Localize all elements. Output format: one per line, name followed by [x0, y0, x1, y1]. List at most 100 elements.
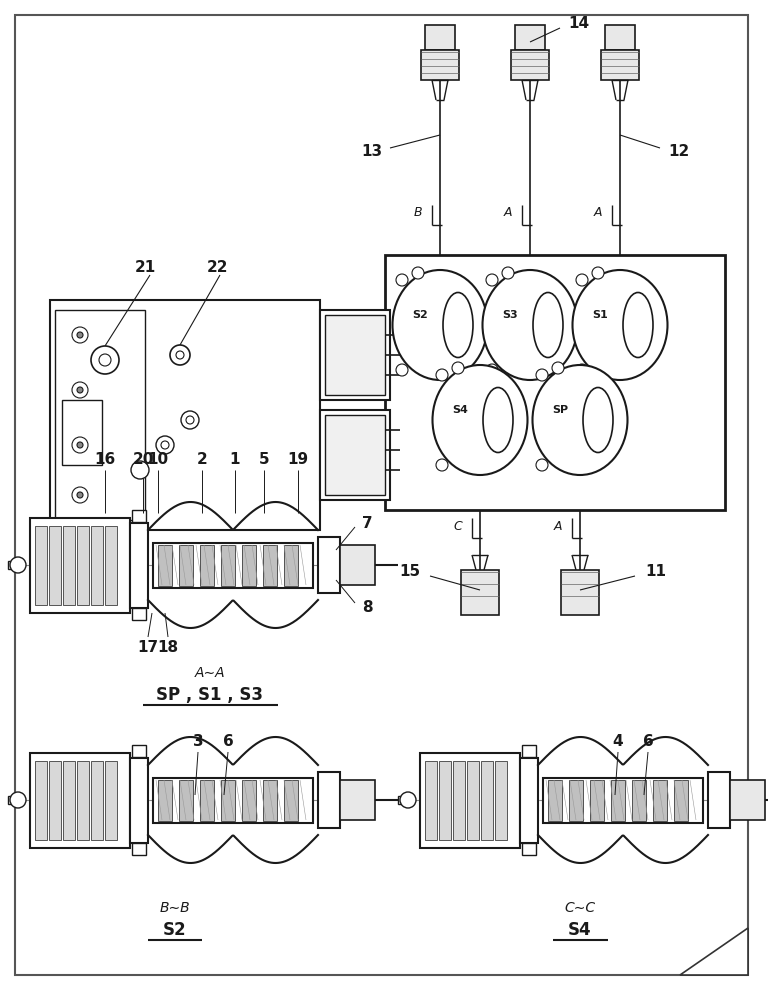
Bar: [511, 50, 549, 80]
Bar: [325, 315, 385, 395]
Bar: [492, 400, 504, 440]
Text: 18: 18: [157, 640, 179, 654]
Bar: [200, 780, 214, 821]
Bar: [592, 400, 604, 440]
Circle shape: [536, 459, 548, 471]
Bar: [569, 780, 583, 821]
Bar: [49, 761, 61, 840]
Bar: [221, 545, 235, 586]
Bar: [242, 780, 256, 821]
Bar: [439, 761, 451, 840]
Text: S2: S2: [412, 310, 428, 320]
Circle shape: [176, 351, 184, 359]
Circle shape: [91, 346, 119, 374]
Bar: [263, 780, 277, 821]
Circle shape: [72, 487, 88, 503]
Text: S4: S4: [568, 921, 592, 939]
Bar: [542, 305, 554, 345]
Bar: [50, 300, 320, 530]
Circle shape: [170, 345, 190, 365]
Text: 19: 19: [287, 452, 309, 468]
Bar: [263, 545, 277, 586]
Circle shape: [552, 362, 564, 374]
Bar: [221, 780, 235, 821]
Text: 6: 6: [223, 734, 233, 750]
Bar: [515, 25, 545, 50]
Bar: [653, 780, 667, 821]
Bar: [561, 570, 599, 615]
Bar: [77, 761, 89, 840]
Text: 16: 16: [94, 452, 116, 468]
Text: 15: 15: [399, 564, 420, 580]
Circle shape: [99, 354, 111, 366]
Bar: [453, 761, 465, 840]
Text: SP: SP: [552, 405, 568, 415]
Text: 7: 7: [362, 516, 372, 530]
Bar: [425, 25, 455, 50]
Circle shape: [77, 492, 83, 498]
Text: 3: 3: [193, 734, 204, 750]
Circle shape: [400, 792, 416, 808]
Text: C∼C: C∼C: [564, 901, 595, 915]
Circle shape: [436, 369, 448, 381]
Bar: [30, 753, 130, 848]
Text: A: A: [554, 520, 562, 532]
Bar: [132, 745, 146, 757]
Bar: [63, 761, 75, 840]
Bar: [385, 255, 725, 510]
Text: B∼B: B∼B: [160, 901, 190, 915]
Text: C: C: [453, 520, 462, 532]
Text: A: A: [504, 207, 512, 220]
Bar: [520, 758, 538, 843]
Circle shape: [592, 267, 604, 279]
Circle shape: [486, 274, 498, 286]
Bar: [130, 758, 148, 843]
Bar: [62, 400, 102, 465]
Bar: [8, 796, 18, 804]
Bar: [35, 761, 47, 840]
Bar: [35, 526, 47, 605]
Bar: [284, 545, 298, 586]
Text: 22: 22: [207, 259, 229, 274]
Bar: [179, 780, 193, 821]
Circle shape: [436, 459, 448, 471]
Ellipse shape: [532, 365, 627, 475]
Bar: [340, 780, 375, 820]
Text: 0: 0: [737, 961, 746, 975]
Bar: [522, 843, 536, 855]
Bar: [605, 25, 635, 50]
Bar: [398, 303, 443, 327]
Ellipse shape: [533, 292, 563, 358]
Bar: [632, 305, 644, 345]
Text: 11: 11: [645, 564, 666, 580]
Circle shape: [156, 436, 174, 454]
Bar: [284, 780, 298, 821]
Text: A∼A: A∼A: [194, 666, 225, 680]
Bar: [467, 761, 479, 840]
Circle shape: [161, 441, 169, 449]
Bar: [488, 303, 533, 327]
Bar: [522, 745, 536, 757]
Bar: [132, 843, 146, 855]
Text: 4: 4: [613, 734, 624, 750]
Ellipse shape: [483, 387, 513, 452]
Circle shape: [72, 327, 88, 343]
Ellipse shape: [392, 270, 488, 380]
Bar: [30, 518, 130, 613]
Circle shape: [77, 442, 83, 448]
Circle shape: [576, 364, 588, 376]
Bar: [318, 537, 340, 593]
Text: SP , S1 , S3: SP , S1 , S3: [157, 686, 263, 704]
Bar: [105, 761, 117, 840]
Bar: [632, 780, 646, 821]
Bar: [77, 526, 89, 605]
Text: S3: S3: [502, 310, 518, 320]
Circle shape: [396, 364, 408, 376]
Bar: [318, 772, 340, 828]
Circle shape: [502, 267, 514, 279]
Bar: [91, 761, 103, 840]
Circle shape: [72, 382, 88, 398]
Bar: [398, 796, 408, 804]
Bar: [730, 780, 765, 820]
Text: S1: S1: [592, 310, 608, 320]
